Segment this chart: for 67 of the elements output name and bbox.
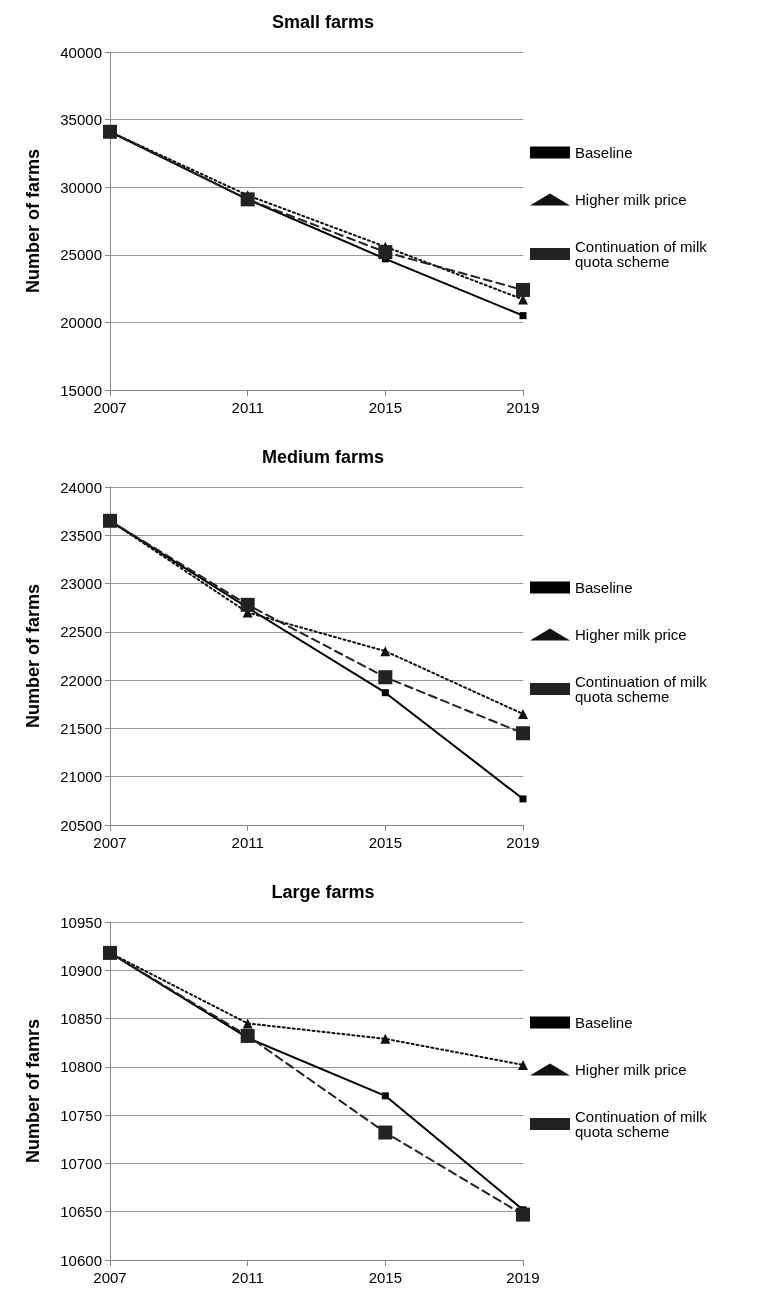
y-tick-label: 24000 <box>60 478 102 496</box>
y-tick-label: 22500 <box>60 623 102 641</box>
y-tick-label: 15000 <box>60 381 102 399</box>
y-tick-label: 30000 <box>60 178 102 196</box>
legend-label: Continuation of milk quota scheme <box>575 238 711 270</box>
y-tick-label: 10950 <box>60 913 102 931</box>
point <box>518 708 528 719</box>
point <box>519 312 527 320</box>
y-tick-label: 10800 <box>60 1058 102 1076</box>
legend-label: Baseline <box>575 144 633 161</box>
x-tick-label: 2011 <box>231 834 264 851</box>
x-tick-label: 2007 <box>93 399 127 416</box>
y-tick-label: 10900 <box>60 961 102 979</box>
y-tick-label: 10600 <box>60 1251 102 1269</box>
y-tick-label: 20500 <box>60 816 102 834</box>
x-tick-label: 2011 <box>231 399 264 416</box>
legend-label: Higher milk price <box>575 626 687 643</box>
x-tick-label: 2019 <box>506 834 540 851</box>
y-tick-label: 10650 <box>60 1203 102 1221</box>
y-tick-label: 10750 <box>60 1106 102 1124</box>
legend-label: Continuation of milk quota scheme <box>575 673 711 705</box>
y-tick-label: 10850 <box>60 1010 102 1028</box>
legend-label: Higher milk price <box>575 1061 687 1078</box>
legend-label: Higher milk price <box>575 191 687 208</box>
x-tick-label: 2015 <box>368 834 403 851</box>
point <box>380 646 391 657</box>
y-tick-label: 35000 <box>60 111 102 129</box>
point <box>240 1028 255 1043</box>
y-tick-label: 21500 <box>60 719 102 737</box>
point <box>242 1018 253 1029</box>
y-tick-label: 22000 <box>60 671 102 689</box>
x-tick-label: 2015 <box>368 1269 403 1286</box>
point <box>240 192 255 207</box>
point <box>378 1125 393 1140</box>
y-tick-label: 23500 <box>60 526 102 544</box>
y-tick-label: 23000 <box>60 575 102 593</box>
y-tick-label: 10700 <box>60 1154 102 1172</box>
point <box>381 1092 389 1100</box>
x-tick-label: 2019 <box>506 399 540 416</box>
y-tick-label: 20000 <box>60 313 102 331</box>
y-axis-title: Number of farms <box>23 148 43 294</box>
legend-label: Baseline <box>575 579 633 596</box>
x-tick-label: 2007 <box>93 1269 127 1286</box>
x-tick-label: 2015 <box>368 399 403 416</box>
point <box>380 1033 391 1044</box>
chart-title: Small farms <box>271 12 375 32</box>
chart-title: Medium farms <box>261 447 385 467</box>
x-tick-label: 2007 <box>93 834 127 851</box>
point <box>519 795 527 803</box>
y-axis-title: Number of farms <box>23 583 43 729</box>
point <box>381 689 389 697</box>
point <box>516 726 530 741</box>
x-tick-label: 2011 <box>231 1269 264 1286</box>
point <box>516 282 530 297</box>
x-tick-label: 2019 <box>506 1269 540 1286</box>
point <box>516 1207 530 1222</box>
point <box>378 245 393 260</box>
y-tick-label: 25000 <box>60 246 102 264</box>
y-axis-title: Number of famrs <box>23 1018 43 1164</box>
point <box>378 670 393 685</box>
point <box>518 1059 528 1070</box>
chart-title: Large farms <box>271 882 375 902</box>
legend-label: Baseline <box>575 1014 633 1031</box>
y-tick-label: 21000 <box>60 768 102 786</box>
legend-label: Continuation of milk quota scheme <box>575 1108 711 1140</box>
y-tick-label: 40000 <box>60 43 102 61</box>
point <box>240 597 255 612</box>
